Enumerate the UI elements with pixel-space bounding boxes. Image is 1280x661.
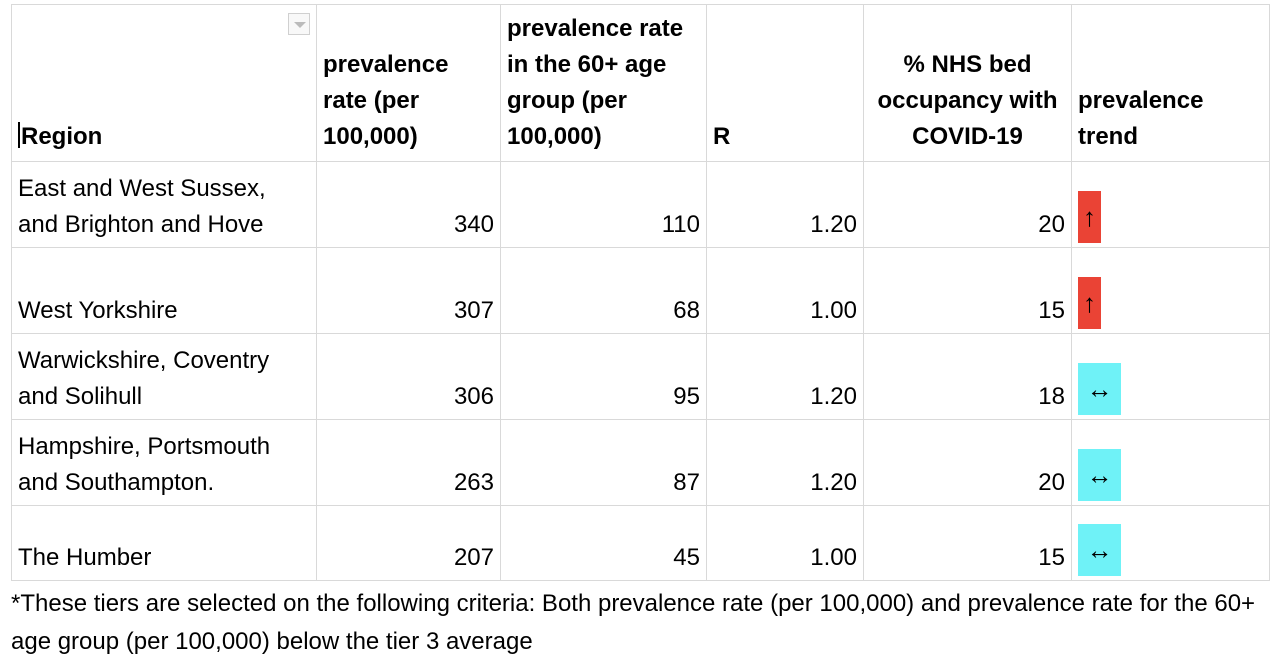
- cell-prevalence[interactable]: 340: [316, 161, 501, 248]
- cell-nhs-bed-occupancy[interactable]: 18: [863, 333, 1072, 420]
- cell-trend[interactable]: ↔: [1071, 505, 1270, 581]
- filter-dropdown-icon[interactable]: [288, 13, 310, 35]
- tier-data-table: Region prevalence rate (per 100,000) pre…: [11, 4, 1270, 581]
- header-prevalence-trend[interactable]: prevalence trend: [1071, 4, 1270, 162]
- cell-prevalence[interactable]: 263: [316, 419, 501, 506]
- table-row: The Humber 207 45 1.00 15 ↔: [11, 505, 1270, 581]
- cell-nhs-bed-occupancy[interactable]: 15: [863, 505, 1072, 581]
- table-row: East and West Sussex, and Brighton and H…: [11, 161, 1270, 248]
- cell-prevalence-60[interactable]: 45: [500, 505, 707, 581]
- spreadsheet-area: Region prevalence rate (per 100,000) pre…: [11, 4, 1270, 661]
- cell-region[interactable]: The Humber: [11, 505, 317, 581]
- cell-prevalence-60[interactable]: 68: [500, 247, 707, 334]
- cell-region[interactable]: Hampshire, Portsmouth and Southampton.: [11, 419, 317, 506]
- header-prevalence-60[interactable]: prevalence rate in the 60+ age group (pe…: [500, 4, 707, 162]
- cell-prevalence[interactable]: 307: [316, 247, 501, 334]
- trend-up-arrow-icon: ↑: [1078, 277, 1101, 329]
- cell-nhs-bed-occupancy[interactable]: 20: [863, 161, 1072, 248]
- trend-flat-arrow-icon: ↔: [1078, 449, 1121, 501]
- cell-trend[interactable]: ↔: [1071, 419, 1270, 506]
- table-row: Hampshire, Portsmouth and Southampton. 2…: [11, 419, 1270, 506]
- header-nhs-bed-occupancy[interactable]: % NHS bed occupancy with COVID-19: [863, 4, 1072, 162]
- header-row: Region prevalence rate (per 100,000) pre…: [11, 4, 1270, 162]
- footnote: *These tiers are selected on the followi…: [11, 590, 1256, 655]
- text-cursor: [18, 122, 20, 148]
- cell-prevalence[interactable]: 306: [316, 333, 501, 420]
- header-prevalence[interactable]: prevalence rate (per 100,000): [316, 4, 501, 162]
- table-row: Warwickshire, Coventry and Solihull 306 …: [11, 333, 1270, 420]
- cell-r[interactable]: 1.00: [706, 247, 864, 334]
- cell-trend[interactable]: ↔: [1071, 333, 1270, 420]
- cell-region[interactable]: East and West Sussex, and Brighton and H…: [11, 161, 317, 248]
- cell-prevalence-60[interactable]: 110: [500, 161, 707, 248]
- table-row: West Yorkshire 307 68 1.00 15 ↑: [11, 247, 1270, 334]
- cell-prevalence-60[interactable]: 87: [500, 419, 707, 506]
- header-r[interactable]: R: [706, 4, 864, 162]
- cell-prevalence-60[interactable]: 95: [500, 333, 707, 420]
- cell-region[interactable]: West Yorkshire: [11, 247, 317, 334]
- cell-trend[interactable]: ↑: [1071, 161, 1270, 248]
- cell-nhs-bed-occupancy[interactable]: 20: [863, 419, 1072, 506]
- cell-r[interactable]: 1.00: [706, 505, 864, 581]
- cell-r[interactable]: 1.20: [706, 333, 864, 420]
- cell-trend[interactable]: ↑: [1071, 247, 1270, 334]
- cell-region[interactable]: Warwickshire, Coventry and Solihull: [11, 333, 317, 420]
- cell-r[interactable]: 1.20: [706, 161, 864, 248]
- trend-flat-arrow-icon: ↔: [1078, 363, 1121, 415]
- trend-up-arrow-icon: ↑: [1078, 191, 1101, 243]
- cell-prevalence[interactable]: 207: [316, 505, 501, 581]
- header-region[interactable]: Region: [11, 4, 317, 162]
- trend-flat-arrow-icon: ↔: [1078, 524, 1121, 576]
- cell-nhs-bed-occupancy[interactable]: 15: [863, 247, 1072, 334]
- cell-r[interactable]: 1.20: [706, 419, 864, 506]
